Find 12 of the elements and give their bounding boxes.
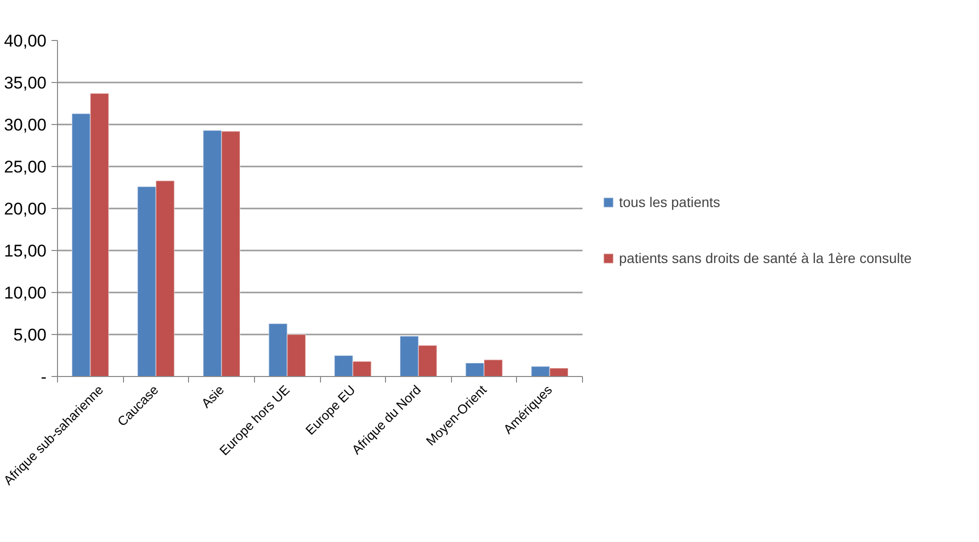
y-tick-label: 40,00 — [4, 32, 47, 50]
y-tick-label: 15,00 — [4, 242, 47, 260]
y-tick-label: 20,00 — [4, 200, 47, 218]
legend-label: patients sans droits de santé à la 1ère consulte — [619, 250, 912, 266]
y-tick-label: - — [40, 368, 47, 386]
y-tick-label: 30,00 — [4, 116, 47, 134]
x-tick-label: Asie — [198, 382, 227, 411]
legend-label: tous les patients — [619, 194, 720, 210]
y-tick-label: 35,00 — [4, 74, 47, 92]
y-tick-label: 10,00 — [4, 284, 47, 302]
y-tick-label: 25,00 — [4, 158, 47, 176]
y-tick-label: 5,00 — [13, 326, 47, 344]
